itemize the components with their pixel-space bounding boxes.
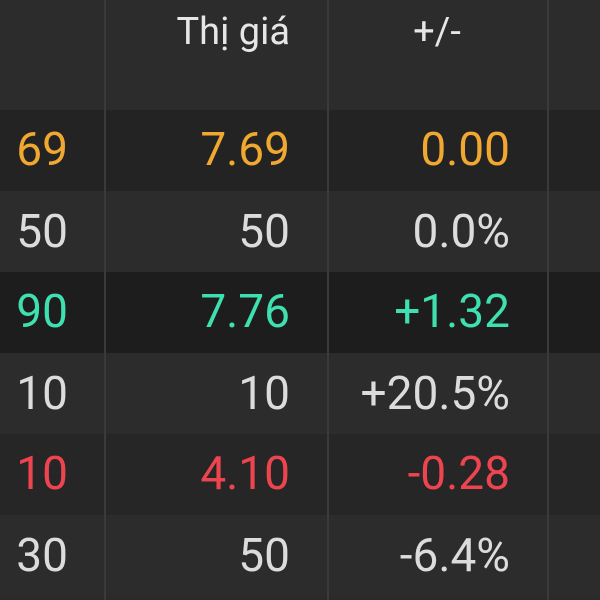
volume: 10	[238, 367, 290, 421]
left-value: 10	[16, 447, 68, 501]
divider	[547, 0, 549, 600]
row-bottom-bg	[0, 191, 600, 272]
price: 7.69	[200, 123, 290, 177]
divider	[327, 0, 329, 600]
left-volume: 30	[16, 529, 68, 583]
left-value: 90	[16, 285, 68, 339]
change: +1.32	[394, 285, 510, 339]
change: 0.00	[420, 123, 510, 177]
percent-change: +20.5%	[360, 367, 510, 421]
divider	[104, 0, 106, 600]
row-bottom-bg	[0, 353, 600, 434]
volume: 50	[238, 529, 290, 583]
column-header: +/-	[413, 10, 461, 54]
price: 4.10	[200, 447, 290, 501]
column-header: Thị giá	[176, 10, 290, 54]
percent-change: 0.0%	[412, 205, 510, 259]
price: 7.76	[200, 285, 290, 339]
row-bottom-bg	[0, 515, 600, 596]
left-volume: 10	[16, 367, 68, 421]
row-top-bg	[0, 272, 600, 353]
percent-change: -6.4%	[399, 529, 510, 583]
volume: 50	[238, 205, 290, 259]
left-value: 69	[16, 123, 68, 177]
row-top-bg	[0, 434, 600, 515]
change: -0.28	[407, 447, 510, 501]
row-top-bg	[0, 110, 600, 191]
header-bg	[0, 0, 600, 110]
left-volume: 50	[16, 205, 68, 259]
